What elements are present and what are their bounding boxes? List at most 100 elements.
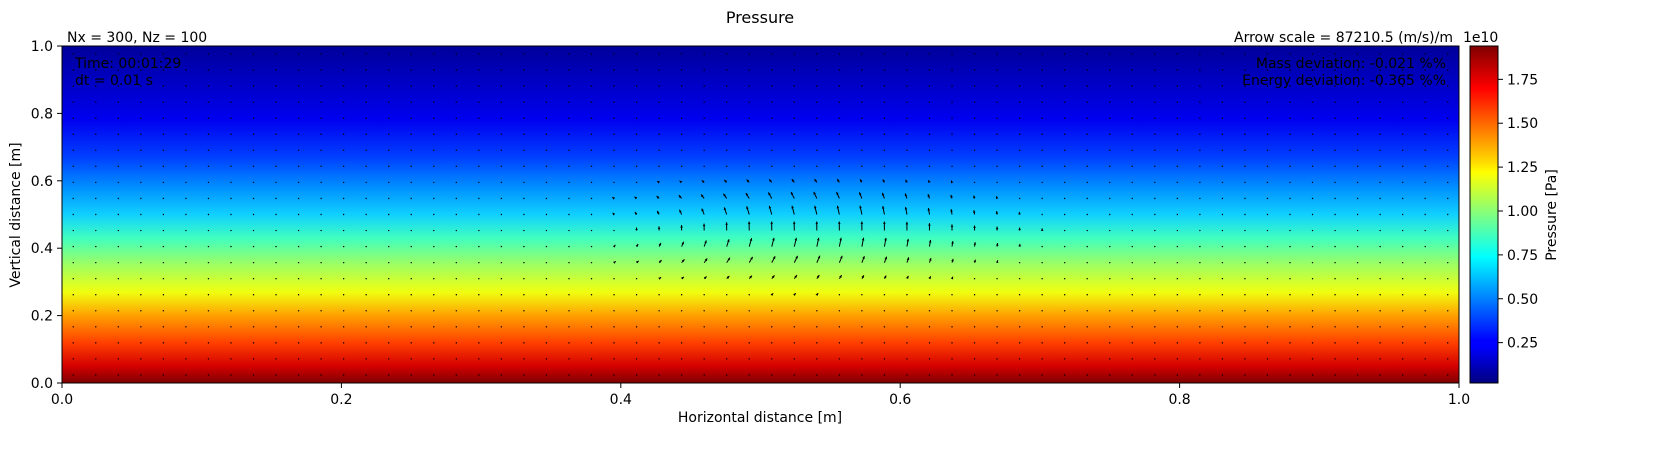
- velocity-arrow: [72, 213, 74, 216]
- velocity-arrow: [1131, 310, 1133, 312]
- velocity-arrow: [816, 117, 818, 119]
- velocity-arrow: [545, 213, 548, 216]
- velocity-arrow-head: [791, 205, 794, 209]
- velocity-arrow: [906, 342, 908, 344]
- velocity-arrow: [162, 149, 165, 152]
- velocity-arrow-head: [905, 221, 909, 225]
- velocity-arrow: [500, 213, 503, 216]
- velocity-arrow: [1131, 277, 1133, 280]
- velocity-arrow: [1131, 342, 1133, 344]
- velocity-arrow: [1176, 261, 1179, 264]
- velocity-arrow: [1086, 358, 1088, 360]
- velocity-arrow: [342, 245, 345, 248]
- velocity-arrow: [1199, 53, 1201, 55]
- velocity-arrow: [658, 294, 660, 296]
- velocity-arrow: [726, 101, 728, 103]
- velocity-arrow-head: [749, 238, 753, 241]
- velocity-arrow: [1221, 277, 1224, 280]
- velocity-arrow: [1401, 245, 1404, 248]
- velocity-arrow: [1334, 133, 1336, 135]
- velocity-arrow: [185, 310, 187, 312]
- velocity-arrow: [613, 326, 615, 328]
- velocity-arrow: [928, 149, 931, 152]
- velocity-arrow: [748, 294, 750, 296]
- velocity-arrow: [500, 181, 503, 184]
- velocity-arrow: [207, 277, 210, 280]
- velocity-arrow-head: [883, 221, 886, 225]
- velocity-arrow: [838, 342, 841, 344]
- velocity-arrow: [523, 374, 525, 376]
- velocity-arrow: [1401, 101, 1404, 103]
- velocity-arrow: [635, 326, 638, 328]
- velocity-arrow: [906, 310, 908, 312]
- velocity-arrow: [1063, 374, 1066, 376]
- velocity-arrow: [973, 69, 976, 71]
- velocity-arrow: [1086, 294, 1088, 296]
- velocity-arrow: [252, 294, 255, 296]
- velocity-arrow: [973, 117, 976, 119]
- velocity-arrow: [1109, 133, 1111, 135]
- velocity-arrow: [230, 374, 232, 376]
- velocity-arrow: [1447, 181, 1449, 184]
- velocity-arrow: [320, 261, 322, 264]
- velocity-arrow: [1334, 181, 1336, 184]
- velocity-arrow: [1401, 117, 1404, 119]
- velocity-arrow: [1244, 358, 1246, 360]
- velocity-arrow: [342, 53, 345, 55]
- velocity-arrow: [1379, 229, 1381, 232]
- velocity-arrow: [388, 85, 390, 87]
- velocity-arrow: [140, 133, 142, 135]
- velocity-arrow: [635, 358, 638, 360]
- velocity-arrow: [1334, 165, 1336, 168]
- velocity-arrow: [1063, 277, 1066, 280]
- velocity-arrow: [838, 294, 841, 296]
- velocity-arrow: [1447, 69, 1449, 71]
- velocity-arrow: [185, 117, 187, 119]
- velocity-arrow: [951, 342, 953, 344]
- velocity-arrow: [906, 358, 908, 360]
- velocity-arrow: [1176, 117, 1179, 119]
- velocity-arrow: [252, 69, 255, 71]
- velocity-arrow: [1176, 310, 1179, 312]
- velocity-arrow: [1199, 310, 1201, 312]
- velocity-arrow: [1447, 229, 1449, 232]
- velocity-arrow: [365, 85, 367, 87]
- velocity-arrow: [500, 326, 503, 328]
- velocity-arrow: [1424, 117, 1426, 119]
- colorbar-tick-label: 0.50: [1507, 292, 1538, 308]
- velocity-arrow: [1221, 294, 1224, 296]
- velocity-arrow: [1086, 342, 1088, 344]
- velocity-arrow: [95, 69, 97, 71]
- velocity-arrow: [320, 117, 322, 119]
- velocity-arrow: [816, 342, 818, 344]
- velocity-arrow: [996, 149, 998, 152]
- velocity-arrow: [1154, 197, 1156, 200]
- velocity-arrow: [162, 213, 165, 216]
- velocity-arrow: [117, 310, 120, 312]
- velocity-arrow-head: [745, 192, 749, 196]
- velocity-arrow: [1424, 197, 1426, 200]
- velocity-arrow: [1131, 117, 1133, 119]
- velocity-arrow: [95, 133, 97, 135]
- velocity-arrow: [568, 261, 570, 264]
- velocity-arrow: [162, 229, 165, 232]
- velocity-arrow: [297, 294, 300, 296]
- velocity-arrow: [500, 294, 503, 296]
- velocity-arrow: [410, 101, 412, 103]
- velocity-arrow: [342, 358, 345, 360]
- velocity-arrow: [1289, 117, 1291, 119]
- pressure-field: [62, 46, 1459, 383]
- velocity-arrow: [455, 133, 458, 135]
- velocity-arrow-head: [950, 276, 954, 280]
- x-tick-label: 1.0: [1448, 392, 1470, 408]
- velocity-arrow: [275, 229, 277, 232]
- velocity-arrow: [500, 149, 503, 152]
- velocity-arrow-head: [790, 192, 794, 195]
- velocity-arrow-head: [747, 221, 751, 225]
- velocity-arrow: [1176, 149, 1179, 152]
- velocity-arrow: [478, 358, 480, 360]
- x-tick-label: 0.4: [610, 392, 632, 408]
- velocity-arrow: [410, 69, 412, 71]
- velocity-arrow: [703, 374, 705, 376]
- velocity-arrow: [1266, 261, 1269, 264]
